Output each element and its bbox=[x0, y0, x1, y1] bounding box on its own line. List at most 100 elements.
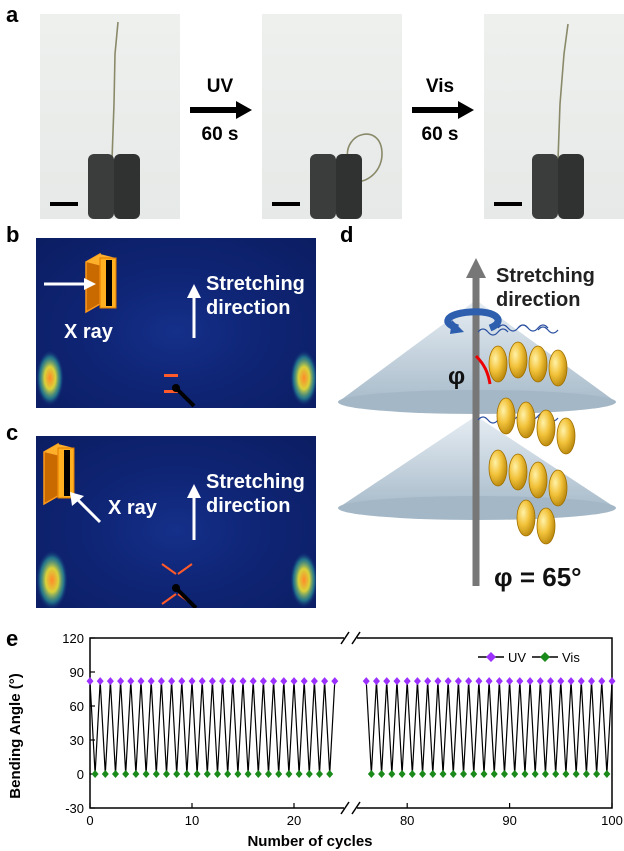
vis-point bbox=[449, 770, 457, 778]
xray-label-b: X ray bbox=[64, 321, 113, 343]
bending-series-line bbox=[89, 681, 336, 775]
uv-point bbox=[516, 677, 524, 686]
vis-point bbox=[183, 770, 191, 778]
y-axis-label: Bending Angle (°) bbox=[7, 673, 24, 798]
xrd-pattern-c: X ray Stretching direction bbox=[36, 436, 316, 608]
vis-point bbox=[173, 770, 181, 778]
vis-point bbox=[521, 770, 529, 778]
stretch-label-b-1: Stretching bbox=[206, 273, 305, 295]
uv-point bbox=[147, 677, 155, 686]
uv-point bbox=[249, 677, 257, 686]
uv-point bbox=[465, 677, 473, 686]
y-tick-label: -30 bbox=[65, 801, 84, 816]
axis-break-mark bbox=[351, 631, 361, 645]
panel-letter-e: e bbox=[6, 626, 19, 651]
legend-vis-label: Vis bbox=[562, 650, 580, 665]
uv-point bbox=[178, 677, 186, 686]
vis-point bbox=[562, 770, 570, 778]
legend-uv-label: UV bbox=[508, 650, 526, 665]
vis-point bbox=[378, 770, 386, 778]
uv-point bbox=[157, 677, 165, 686]
vis-point bbox=[214, 770, 221, 778]
fiber-straight-drawing bbox=[50, 21, 140, 219]
vis-point bbox=[429, 770, 437, 778]
uv-point bbox=[310, 677, 318, 686]
vis-point bbox=[326, 770, 334, 778]
vis-point bbox=[552, 770, 560, 778]
uv-point bbox=[557, 677, 565, 686]
schematic-d: Stretching direction φ φ = 65° bbox=[338, 258, 616, 592]
vis-point bbox=[419, 770, 427, 778]
vis-point bbox=[122, 770, 130, 778]
vis-point bbox=[603, 770, 611, 778]
uv-point bbox=[117, 677, 125, 686]
uv-point bbox=[106, 677, 114, 686]
vis-point bbox=[500, 770, 508, 778]
vis-point bbox=[285, 770, 293, 778]
axis-break-mark bbox=[340, 631, 350, 645]
xray-label-c: X ray bbox=[108, 497, 157, 519]
y-tick-label: 90 bbox=[70, 665, 84, 680]
uv-point bbox=[598, 677, 606, 686]
uv-point bbox=[259, 677, 267, 686]
stretch-label-d-1: Stretching bbox=[496, 265, 595, 287]
uv-arrow-icon bbox=[190, 101, 252, 119]
uv-point bbox=[526, 677, 534, 686]
bending-series-line bbox=[365, 681, 613, 775]
vis-point bbox=[541, 770, 549, 778]
vis-point bbox=[203, 770, 211, 778]
axis-break-mark bbox=[351, 801, 361, 815]
x-axis-label: Number of cycles bbox=[247, 833, 372, 850]
vis-point bbox=[112, 770, 119, 778]
vis-time: 60 s bbox=[421, 124, 459, 145]
xrd-pattern-b-drawing bbox=[36, 252, 316, 408]
uv-point bbox=[475, 677, 483, 686]
stretch-label-d-2: direction bbox=[496, 289, 580, 311]
uv-point bbox=[137, 677, 145, 686]
uv-point bbox=[229, 677, 237, 686]
uv-point bbox=[127, 677, 135, 686]
uv-point bbox=[208, 677, 216, 686]
axis-break-gap bbox=[344, 636, 357, 810]
uv-point bbox=[506, 677, 514, 686]
uv-point bbox=[219, 677, 227, 686]
legend-uv-marker bbox=[486, 652, 496, 662]
y-tick-label: 30 bbox=[70, 733, 84, 748]
vis-point bbox=[511, 770, 519, 778]
uv-point bbox=[188, 677, 196, 686]
uv-point bbox=[454, 677, 462, 686]
x-tick-label: 80 bbox=[400, 813, 414, 828]
uv-point bbox=[567, 677, 575, 686]
uv-point bbox=[547, 677, 555, 686]
uv-point bbox=[393, 677, 401, 686]
xrd-pattern-c-drawing bbox=[36, 442, 316, 608]
vis-point bbox=[275, 770, 283, 778]
vis-point bbox=[101, 770, 109, 778]
panel-letter-b: b bbox=[6, 222, 20, 247]
vis-point bbox=[480, 770, 488, 778]
uv-point bbox=[434, 677, 442, 686]
vis-point bbox=[490, 770, 498, 778]
uv-point bbox=[413, 677, 421, 686]
vis-label: Vis bbox=[425, 76, 455, 97]
stretch-label-c-2: direction bbox=[206, 495, 291, 517]
y-tick-label: 120 bbox=[62, 631, 84, 646]
stretch-label-c-1: Stretching bbox=[206, 471, 305, 493]
uv-point bbox=[86, 677, 94, 686]
uv-point bbox=[588, 677, 596, 686]
x-tick-label: 20 bbox=[287, 813, 301, 828]
vis-point bbox=[244, 770, 252, 778]
legend-vis-marker bbox=[540, 652, 550, 662]
vis-point bbox=[234, 770, 242, 778]
x-tick-label: 0 bbox=[86, 813, 93, 828]
uv-point bbox=[96, 677, 104, 686]
vis-point bbox=[163, 770, 170, 778]
vis-point bbox=[142, 770, 150, 778]
uv-time: 60 s bbox=[201, 124, 239, 145]
vis-point bbox=[193, 770, 201, 778]
uv-point bbox=[403, 677, 411, 686]
vis-point bbox=[582, 770, 590, 778]
vis-point bbox=[593, 770, 601, 778]
uv-point bbox=[300, 677, 308, 686]
panel-letter-c: c bbox=[6, 420, 19, 445]
